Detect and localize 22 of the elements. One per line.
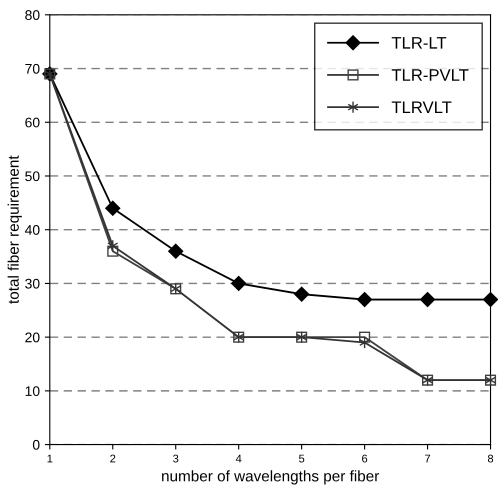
x-tick-label: 6	[362, 454, 368, 462]
y-axis-title: total fiber requirement	[8, 156, 22, 304]
legend-label: TLR-LT	[392, 37, 446, 49]
y-tick-label: 10	[26, 386, 40, 396]
y-tick-label: 40	[24, 225, 40, 235]
x-tick-label: 8	[488, 454, 494, 462]
x-tick-label: 4	[236, 454, 242, 462]
y-tick-label: 80	[25, 10, 40, 20]
x-tick-label: 2	[110, 454, 116, 462]
y-tick-label: 50	[25, 171, 40, 182]
y-tick-label: 20	[25, 332, 40, 342]
x-axis-title: number of wavelengths per fiber	[162, 470, 380, 484]
x-tick-label: 3	[173, 454, 178, 462]
legend-label: TLRVLT	[392, 102, 452, 113]
y-tick-label: 30	[25, 278, 40, 289]
x-tick-label: 7	[425, 454, 430, 462]
y-tick-label: 0	[32, 440, 40, 450]
x-tick-label: 1	[48, 454, 52, 462]
y-tick-label: 70	[25, 64, 40, 74]
y-tick-label: 60	[25, 118, 40, 128]
x-tick-label: 5	[299, 454, 304, 462]
legend-label: TLR-PVLT	[392, 69, 468, 81]
